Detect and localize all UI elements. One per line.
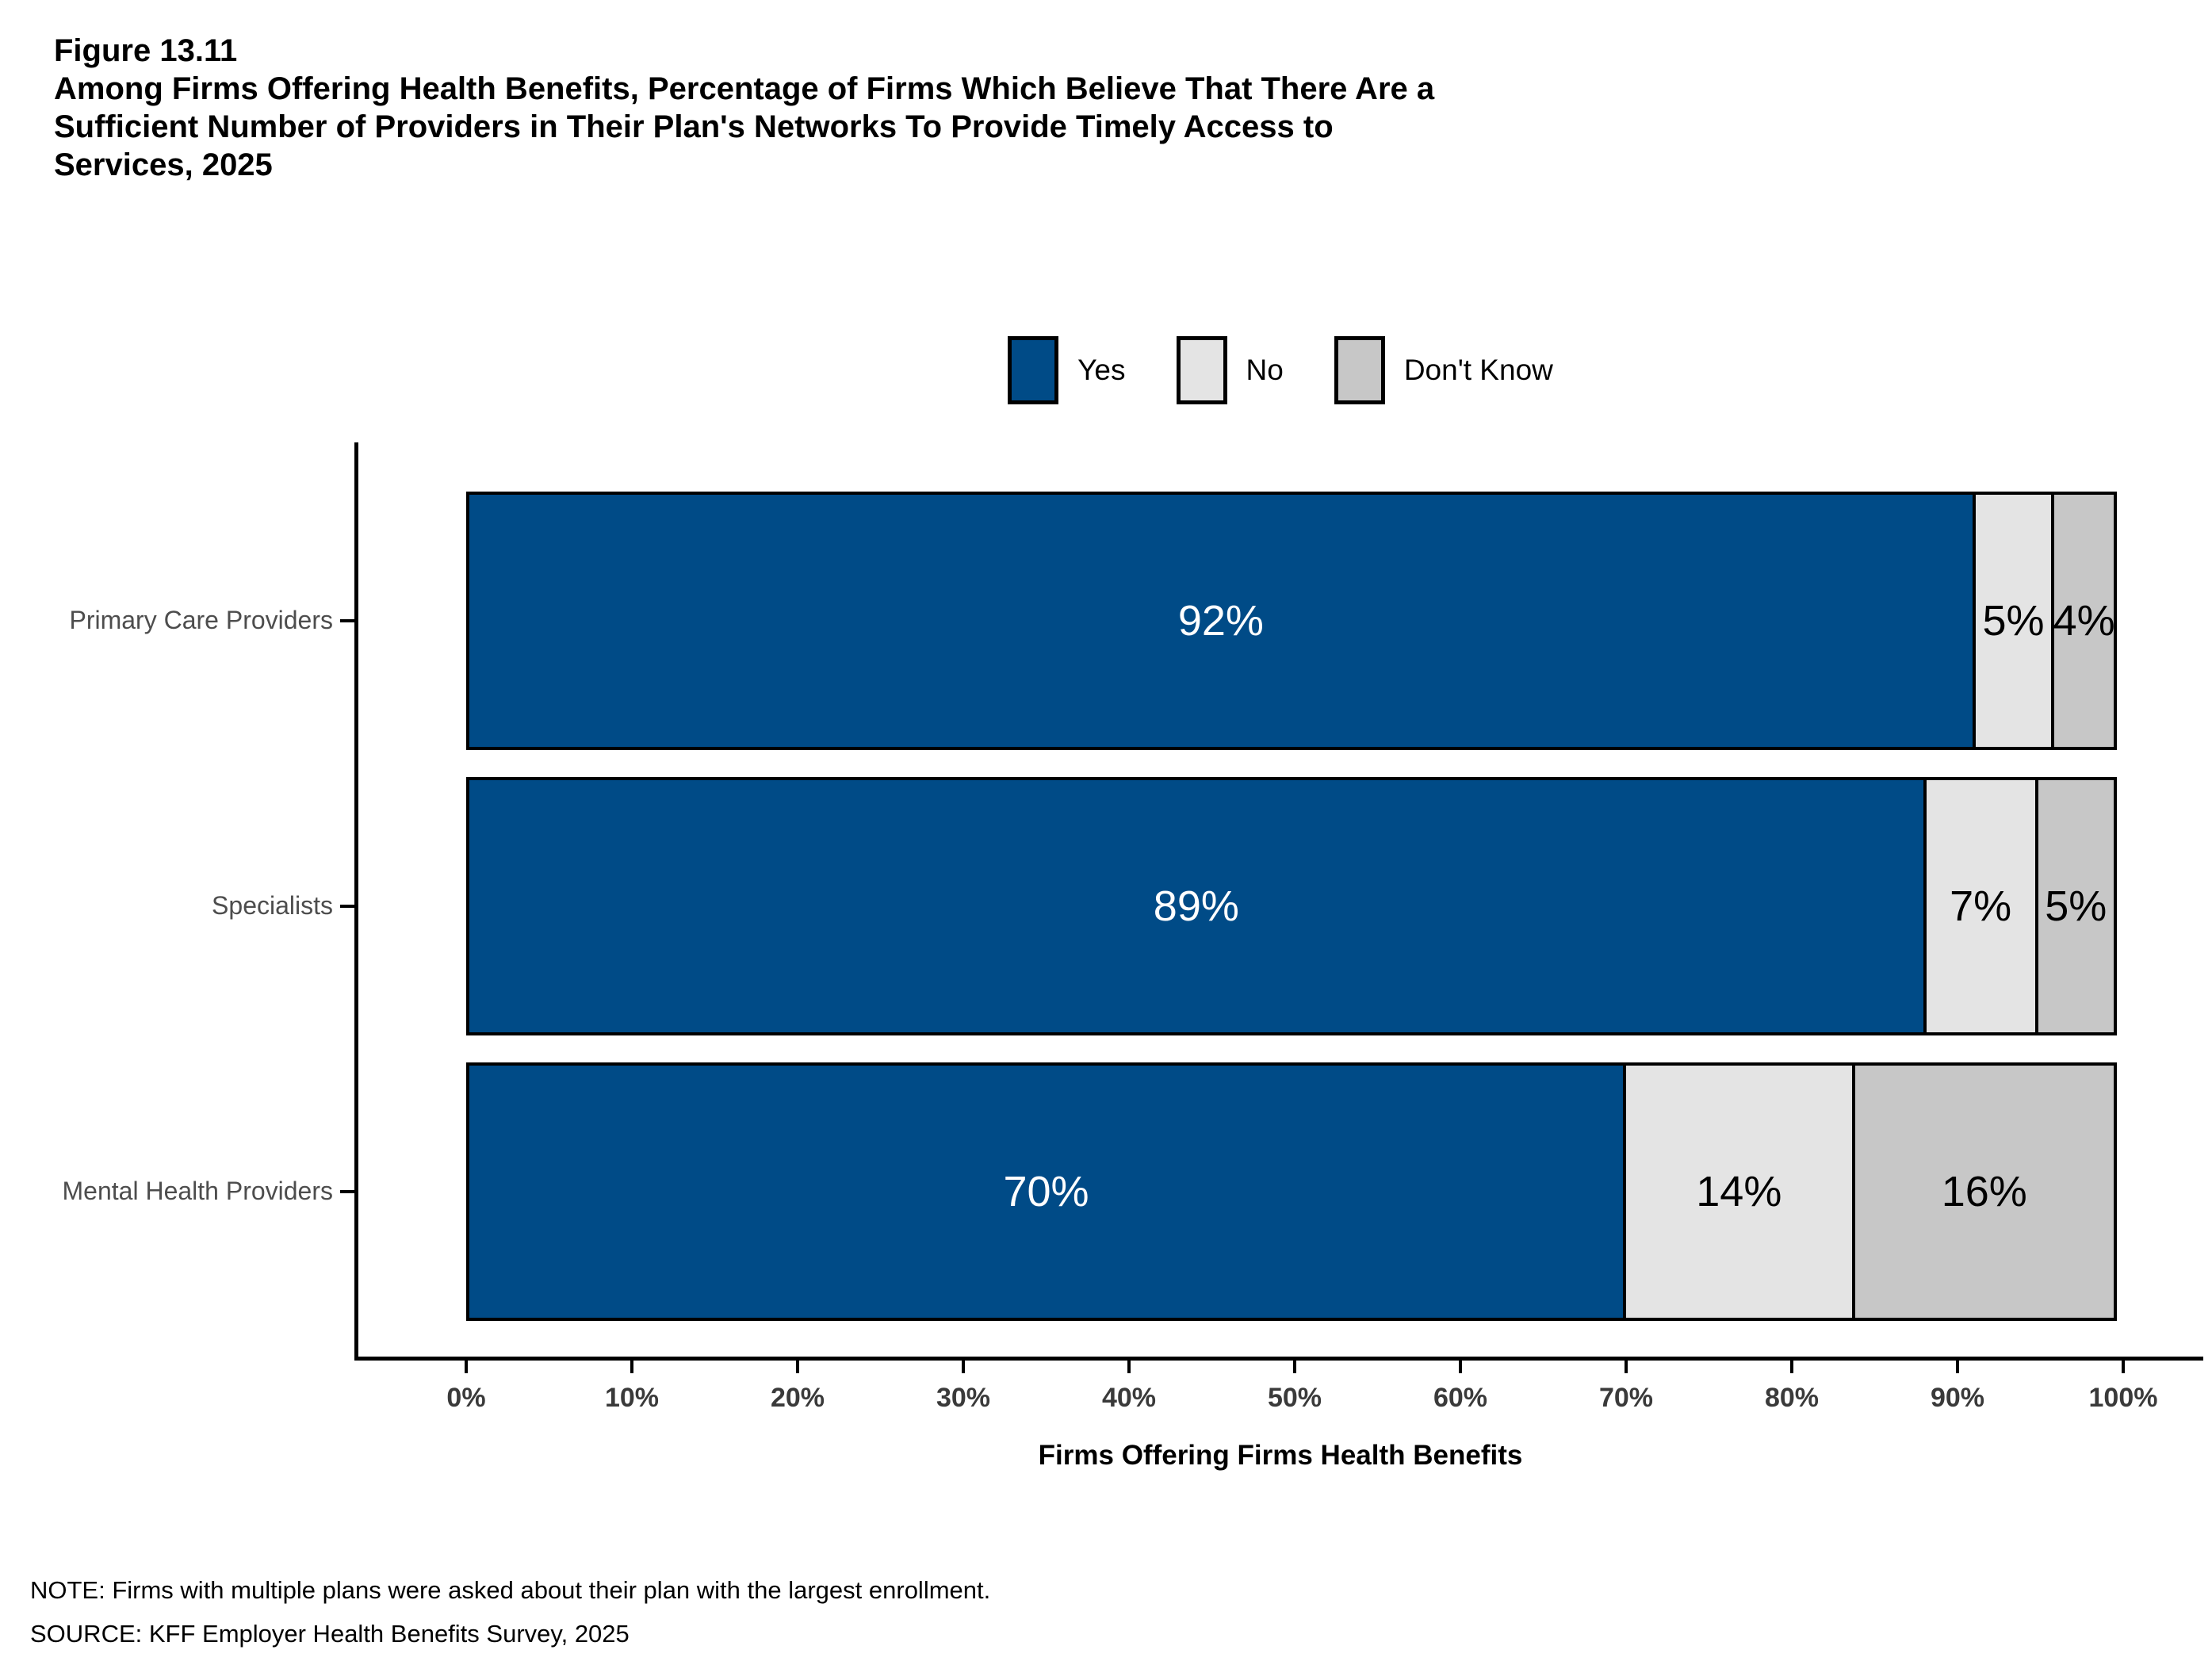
x-tick-40pct [1127,1361,1131,1373]
legend-item-dont-know: Don't Know [1334,336,1553,404]
x-tick-50pct [1293,1361,1296,1373]
x-tick-label-50pct: 50% [1267,1383,1322,1413]
bar-segment-no-specialists: 7% [1923,777,2038,1035]
legend-swatch-yes [1008,336,1059,404]
bar-segment-label: 92% [1177,597,1264,645]
bar-segment-don-t-know-mental-health-providers: 16% [1851,1062,2117,1321]
category-label-specialists: Specialists [212,891,333,920]
x-tick-30pct [962,1361,965,1373]
bar-segment-label: 70% [1003,1168,1089,1215]
legend-swatch-dont-know [1334,336,1385,404]
figure-title-line-3: Services, 2025 [54,147,273,182]
x-tick-20pct [796,1361,799,1373]
x-tick-label-80pct: 80% [1764,1383,1820,1413]
x-tick-0pct [465,1361,468,1373]
x-tick-90pct [1956,1361,1959,1373]
bar-segment-label: 5% [1982,597,2045,645]
legend-label-no: No [1246,354,1284,386]
x-tick-label-10pct: 10% [604,1383,660,1413]
x-tick-label-30pct: 30% [936,1383,991,1413]
y-axis-line [354,442,358,1361]
x-tick-label-100pct: 100% [2088,1383,2158,1413]
y-tick-specialists [340,905,354,908]
legend: Yes No Don't Know [357,336,2204,404]
bar-segment-no-primary-care-providers: 5% [1972,492,2055,750]
y-tick-primary-care-providers [340,619,354,622]
x-tick-10pct [630,1361,633,1373]
bar-row-mental-health-providers: 70% 14% 16% [466,1062,2123,1321]
x-tick-70pct [1625,1361,1628,1373]
legend-label-dont-know: Don't Know [1403,354,1553,386]
note-text: NOTE: Firms with multiple plans were ask… [30,1576,991,1604]
y-tick-mental-health-providers [340,1190,354,1193]
category-label-mental-health-providers: Mental Health Providers [62,1177,333,1205]
figure-number: Figure 13.11 [54,33,238,68]
title-block: Figure 13.11 Among Firms Offering Health… [54,32,1434,184]
x-axis-title: Firms Offering Firms Health Benefits [1038,1440,1523,1471]
x-tick-label-70pct: 70% [1598,1383,1654,1413]
source-text: SOURCE: KFF Employer Health Benefits Sur… [30,1620,630,1648]
x-tick-60pct [1459,1361,1462,1373]
x-tick-100pct [2122,1361,2125,1373]
bar-segment-label: 89% [1153,882,1239,930]
bar-segment-yes-mental-health-providers: 70% [466,1062,1626,1321]
bar-segment-label: 5% [2045,882,2107,930]
bar-segment-label: 16% [1941,1168,2027,1215]
bar-segment-no-mental-health-providers: 14% [1623,1062,1855,1321]
bar-segment-don-t-know-specialists: 5% [2034,777,2117,1035]
bar-segment-label: 7% [1950,882,2012,930]
bar-segment-yes-specialists: 89% [466,777,1927,1035]
bar-row-primary-care-providers: 92% 5% 4% [466,492,2123,750]
bar-segment-label: 4% [2053,597,2115,645]
figure-title-line-2: Sufficient Number of Providers in Their … [54,109,1334,144]
legend-swatch-no [1176,336,1227,404]
x-tick-label-20pct: 20% [770,1383,825,1413]
category-label-primary-care-providers: Primary Care Providers [69,606,333,634]
bar-row-specialists: 89% 7% 5% [466,777,2123,1035]
x-tick-label-0pct: 0% [446,1383,486,1413]
figure-title-line-1: Among Firms Offering Health Benefits, Pe… [54,71,1435,106]
bar-segment-label: 14% [1696,1168,1782,1215]
x-tick-label-60pct: 60% [1433,1383,1488,1413]
legend-item-yes: Yes [1008,336,1126,404]
x-tick-label-40pct: 40% [1101,1383,1157,1413]
legend-label-yes: Yes [1077,354,1126,386]
bar-segment-don-t-know-primary-care-providers: 4% [2051,492,2117,750]
x-tick-label-90pct: 90% [1930,1383,1985,1413]
bar-segment-yes-primary-care-providers: 92% [466,492,1976,750]
legend-item-no: No [1176,336,1284,404]
x-axis-line [354,1357,2203,1361]
x-tick-80pct [1790,1361,1793,1373]
